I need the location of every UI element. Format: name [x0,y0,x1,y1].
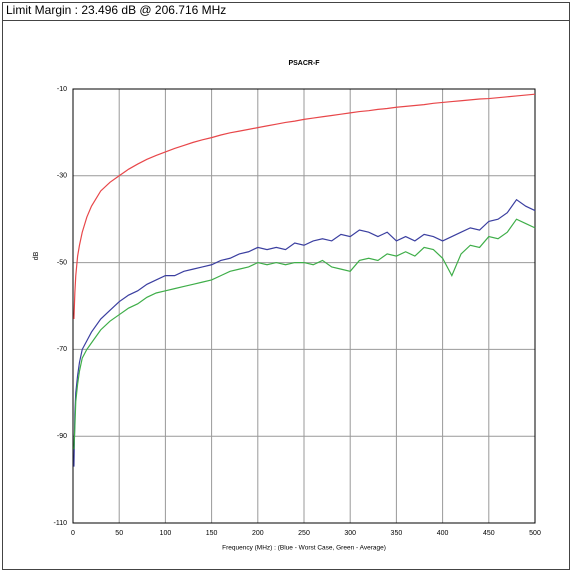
header: Limit Margin : 23.496 dB @ 206.716 MHz [6,3,226,17]
x-tick-label: 150 [206,530,218,537]
plot-frame [72,88,536,524]
x-tick-label: 350 [391,530,403,537]
x-tick-label: 450 [483,530,495,537]
y-tick-label: -10 [57,86,67,93]
x-tick-label: 100 [160,530,172,537]
y-tick-label: -70 [57,346,67,353]
x-tick-label: 250 [298,530,310,537]
series-line [73,93,536,320]
x-tick-label: 200 [252,530,264,537]
x-tick-label: 50 [115,530,123,537]
series-line [73,218,536,450]
y-tick-label: -110 [54,520,68,527]
chart-title: PSACR-F [288,60,320,67]
y-tick-label: -30 [57,173,67,180]
x-tick-label: 400 [437,530,449,537]
y-axis-label: dB [33,251,40,260]
x-tick-label: 0 [71,530,75,537]
series-line [73,198,536,467]
x-tick-label: 500 [529,530,541,537]
y-tick-label: -90 [57,433,67,440]
y-tick-label: -50 [57,259,67,266]
x-tick-label: 300 [344,530,356,537]
x-axis-label: Frequency (MHz) : (Blue - Worst Case, Gr… [222,545,386,552]
